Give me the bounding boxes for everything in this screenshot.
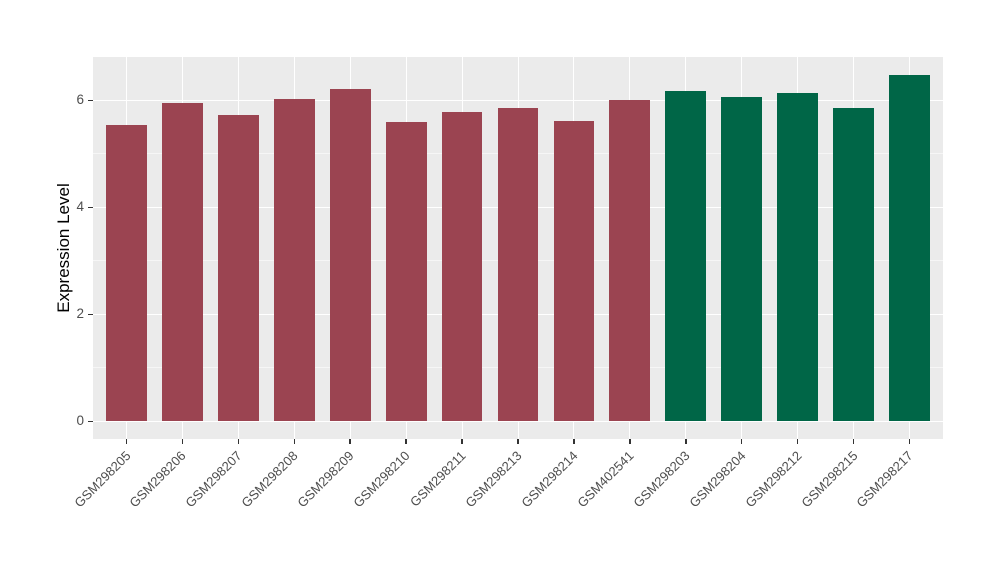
x-axis-tick	[629, 439, 631, 444]
y-axis-tick	[88, 206, 93, 209]
y-axis-tick	[88, 420, 93, 423]
bar-GSM298210	[385, 122, 427, 422]
x-axis-tick	[293, 439, 296, 444]
bar-GSM298213	[497, 108, 539, 422]
y-axis-tick-label: 4	[76, 199, 84, 215]
y-axis-tick	[88, 99, 93, 102]
y-axis-tick-label: 2	[76, 306, 84, 322]
x-axis-tick-label: GSM298217	[853, 448, 917, 511]
x-axis-tick	[685, 439, 687, 444]
x-axis-tick	[181, 439, 184, 444]
x-axis-tick	[740, 439, 743, 444]
x-axis-tick	[237, 439, 240, 444]
x-axis-tick-label: GSM298210	[350, 448, 413, 511]
x-axis-tick-label: GSM298214	[518, 448, 581, 511]
x-axis-tick-label: GSM298212	[741, 448, 805, 511]
bar-GSM298215	[833, 107, 874, 422]
x-axis-tick-label: GSM298203	[630, 448, 693, 511]
x-axis-tick	[573, 439, 575, 444]
bar-GSM298205	[106, 125, 147, 422]
x-axis-tick	[405, 439, 407, 444]
x-axis-tick-label: GSM298204	[686, 448, 749, 511]
plot-panel	[93, 57, 943, 439]
bar-GSM298211	[441, 112, 483, 422]
bar-GSM298214	[553, 120, 595, 422]
x-axis-tick-label: GSM298211	[407, 448, 469, 510]
x-axis-tick-label: GSM298208	[238, 448, 301, 511]
x-axis-tick-label: GSM298205	[70, 448, 134, 511]
x-axis-tick	[517, 439, 519, 444]
bar-GSM298206	[162, 103, 203, 422]
bar-GSM298209	[329, 89, 371, 422]
x-axis-tick	[349, 439, 351, 444]
y-axis-tick-label: 0	[76, 413, 84, 429]
x-axis-tick-label: GSM298213	[462, 448, 525, 511]
bar-GSM298208	[273, 98, 315, 422]
bar-GSM298217	[889, 74, 930, 422]
bar-GSM298212	[777, 93, 818, 422]
bar-GSM298204	[721, 96, 763, 422]
x-axis-tick-label: GSM298206	[126, 448, 190, 511]
x-axis-tick	[125, 439, 128, 444]
x-axis-tick-label: GSM298215	[797, 448, 861, 511]
x-axis-tick	[461, 439, 463, 444]
x-axis-tick	[852, 439, 855, 444]
bar-GSM402541	[609, 100, 651, 422]
x-axis-tick	[796, 439, 799, 444]
bar-GSM298207	[217, 114, 259, 422]
x-axis-tick-label: GSM298209	[294, 448, 357, 511]
y-axis-tick	[88, 313, 93, 316]
x-axis-tick-label: GSM402541	[574, 448, 637, 511]
x-axis-tick-label: GSM298207	[182, 448, 245, 511]
y-axis-tick-label: 6	[76, 92, 84, 108]
x-axis-tick	[908, 439, 911, 444]
bar-GSM298203	[665, 91, 707, 422]
